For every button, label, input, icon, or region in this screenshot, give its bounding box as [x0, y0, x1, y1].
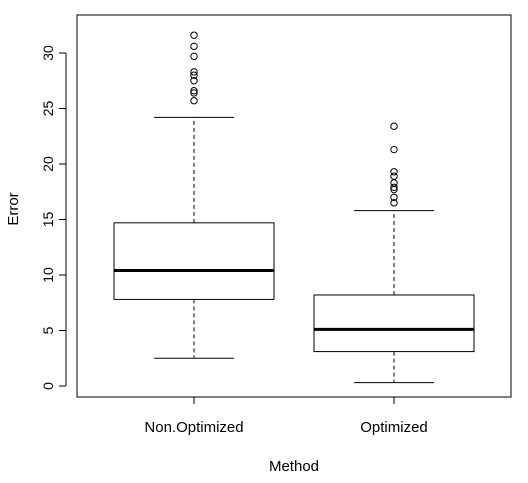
outlier-point — [390, 183, 398, 192]
x-tick-label: Non.Optimized — [144, 419, 243, 436]
outlier-point — [190, 89, 198, 97]
y-tick-label: 25 — [40, 101, 56, 117]
y-tick-label: 5 — [40, 326, 56, 334]
outlier-point — [190, 68, 198, 76]
box-1 — [313, 122, 475, 384]
y-tick-label: 0 — [40, 382, 56, 390]
outlier-point — [390, 179, 398, 187]
y-tick-label: 10 — [40, 267, 56, 283]
outlier-point — [190, 97, 198, 105]
y-axis-label: Error — [5, 192, 22, 225]
outlier-point — [390, 168, 398, 176]
boxes-layer — [113, 31, 475, 384]
outlier-point — [190, 31, 198, 39]
outlier-point — [190, 87, 198, 95]
outlier-point — [190, 77, 198, 85]
outlier-point — [190, 52, 198, 61]
outlier-point — [390, 122, 398, 130]
iqr-box — [113, 222, 275, 300]
box-0 — [113, 31, 275, 359]
outlier-point — [390, 172, 398, 180]
x-axis-label: Method — [269, 458, 319, 475]
y-axis: 0 5 10 15 20 25 30 — [40, 45, 67, 390]
outlier-point — [390, 145, 398, 154]
y-tick-label: 15 — [40, 212, 56, 228]
y-tick-label: 30 — [40, 45, 56, 61]
outlier-point — [390, 199, 398, 207]
x-axis: Non.Optimized Optimized — [144, 396, 428, 436]
x-tick-label: Optimized — [360, 419, 428, 436]
outlier-point — [190, 42, 198, 51]
outlier-point — [190, 71, 198, 79]
outlier-point — [390, 193, 398, 202]
iqr-box — [313, 294, 475, 353]
y-tick-label: 20 — [40, 156, 56, 172]
